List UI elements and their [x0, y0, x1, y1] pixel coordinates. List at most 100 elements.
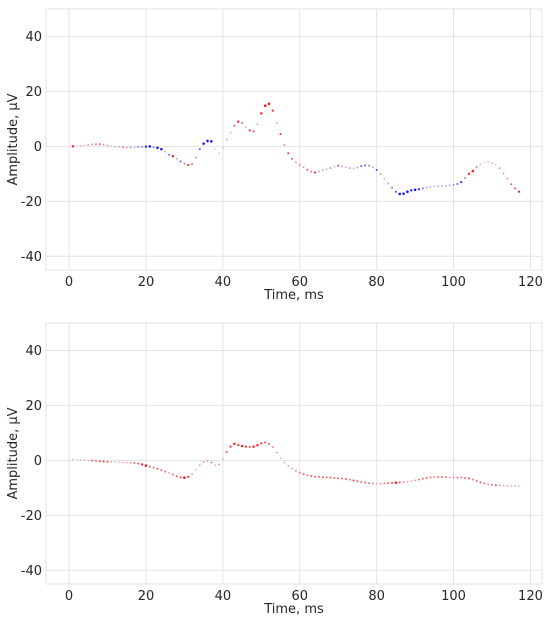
x-tick-label: 100 — [441, 275, 466, 290]
data-point — [464, 476, 467, 479]
data-point — [271, 446, 274, 449]
data-point — [129, 146, 132, 149]
x-tick-label: 40 — [215, 589, 232, 604]
data-point — [125, 461, 128, 464]
data-point — [352, 479, 355, 482]
data-point — [140, 463, 144, 466]
data-point — [263, 104, 267, 108]
data-point — [394, 190, 397, 193]
plot-area-frame — [45, 322, 543, 585]
data-point — [210, 140, 213, 143]
data-point — [229, 445, 232, 448]
data-point — [379, 172, 382, 175]
data-point — [448, 476, 451, 479]
data-point — [187, 163, 190, 167]
data-point — [325, 168, 328, 171]
data-point — [114, 145, 117, 148]
data-point — [133, 462, 136, 465]
data-point — [152, 466, 155, 469]
data-point — [317, 475, 320, 478]
x-tick-label: 60 — [291, 275, 308, 290]
data-point — [371, 166, 374, 168]
data-point — [502, 484, 505, 487]
data-point — [237, 443, 240, 447]
data-point — [429, 476, 432, 479]
data-point — [144, 145, 148, 148]
x-axis-label: Time, ms — [263, 602, 324, 617]
data-point — [417, 478, 420, 481]
data-point — [406, 190, 409, 193]
data-point — [310, 170, 313, 173]
data-point — [452, 183, 455, 186]
data-point — [518, 485, 520, 487]
data-point — [441, 475, 444, 478]
data-point — [245, 126, 247, 129]
data-point — [195, 156, 197, 159]
data-point — [94, 143, 97, 146]
data-point — [233, 442, 236, 446]
data-point — [98, 143, 101, 146]
data-point — [218, 463, 220, 466]
data-point — [91, 459, 94, 462]
y-tick-label: -20 — [21, 509, 42, 524]
data-point — [325, 476, 328, 479]
data-point — [506, 177, 509, 180]
data-point — [106, 460, 109, 463]
data-point — [337, 164, 340, 167]
data-point — [367, 482, 370, 485]
data-point — [72, 458, 74, 461]
data-point — [433, 185, 436, 188]
data-point — [452, 476, 455, 479]
data-point — [118, 146, 120, 148]
data-point — [302, 473, 305, 476]
y-tick-label: -40 — [21, 564, 42, 579]
data-point — [321, 476, 324, 479]
data-point — [402, 481, 405, 483]
data-point — [364, 481, 367, 484]
data-point — [79, 144, 82, 147]
data-point — [444, 185, 447, 187]
x-axis-label: Time, ms — [263, 288, 324, 303]
data-point — [345, 166, 347, 169]
data-point — [444, 476, 447, 479]
data-point — [75, 145, 78, 147]
data-point — [198, 464, 201, 467]
data-point — [283, 461, 286, 464]
data-point — [410, 480, 413, 483]
chart-panel-1: 0 20 40 60 80 100 120 -40 -20 0 20 40 Time, ms Amplit… — [6, 8, 543, 303]
data-point — [137, 462, 140, 465]
data-point — [387, 182, 390, 185]
data-point — [329, 167, 332, 169]
data-point — [391, 481, 394, 484]
data-point — [487, 483, 490, 486]
data-point — [287, 464, 290, 467]
data-point — [198, 148, 201, 151]
data-point — [337, 477, 340, 480]
data-point — [348, 478, 351, 481]
data-point — [402, 192, 405, 195]
data-point — [160, 469, 163, 472]
data-point — [233, 124, 236, 127]
data-point — [456, 183, 459, 186]
data-point — [448, 184, 451, 187]
data-point — [391, 186, 394, 189]
data-point — [383, 482, 386, 485]
data-point — [364, 164, 367, 167]
data-point — [141, 146, 144, 148]
data-point — [498, 484, 501, 487]
data-point — [510, 485, 513, 487]
y-tick-label: -20 — [21, 195, 42, 210]
data-point — [314, 475, 317, 478]
data-point — [379, 482, 382, 485]
data-point — [206, 139, 209, 143]
data-point — [333, 476, 336, 479]
data-point — [464, 176, 467, 179]
y-tick-label: 40 — [25, 344, 42, 359]
data-point — [144, 464, 148, 467]
x-tick-label: 0 — [65, 589, 73, 604]
data-point — [98, 460, 101, 463]
data-point — [275, 451, 278, 454]
data-point — [491, 162, 493, 165]
data-point — [168, 472, 170, 474]
x-tick-label: 20 — [138, 275, 155, 290]
